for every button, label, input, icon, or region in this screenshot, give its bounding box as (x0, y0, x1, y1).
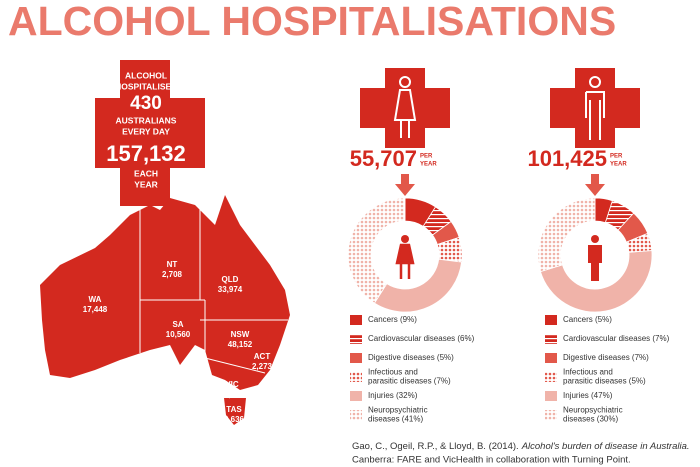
summary-text: YEAR (134, 179, 158, 189)
center-icon (401, 235, 409, 243)
center-icon (588, 245, 602, 281)
legend-swatch (350, 353, 362, 363)
group-unit: YEAR (420, 162, 437, 168)
state-value: 17,448 (83, 305, 108, 314)
legend-label: parasitic diseases (7%) (368, 377, 451, 386)
legend-swatch (350, 372, 362, 382)
state-value: 2,708 (162, 270, 183, 279)
group-total: 55,707 (350, 146, 417, 171)
state-value: 2,636 (224, 415, 245, 424)
cross (95, 60, 205, 206)
legend-swatch (545, 410, 557, 420)
legend-swatch (545, 372, 557, 382)
legend-swatch (545, 315, 557, 325)
donut-segment (347, 197, 406, 304)
legend-swatch (350, 315, 362, 325)
state-value: 48,152 (228, 340, 253, 349)
summary-text: EACH (134, 168, 158, 178)
legend-label: diseases (30%) (563, 415, 618, 424)
legend-label: Injuries (32%) (368, 391, 418, 400)
summary-text: ALCOHOL (125, 70, 167, 80)
state-name: VIC (225, 380, 239, 389)
state-name: TAS (226, 405, 242, 414)
legend-label: Cardiovascular diseases (7%) (563, 334, 670, 343)
citation: Canberra: FARE and VicHealth in collabor… (352, 455, 631, 466)
legend-swatch (545, 353, 557, 363)
legend-label: Digestive diseases (7%) (563, 353, 649, 362)
arrow (395, 174, 415, 196)
group-unit: PER (610, 154, 623, 160)
cross (550, 68, 640, 148)
legend-swatch (350, 391, 362, 401)
state-name: QLD (222, 275, 239, 284)
group-unit: YEAR (610, 162, 627, 168)
summary-text: HOSPITALISES (115, 81, 177, 91)
state-name: ACT (254, 352, 271, 361)
legend-label: Neuropsychiatric (563, 406, 623, 415)
center-icon (395, 243, 415, 279)
legend-swatch (350, 334, 362, 344)
legend-label: Injuries (47%) (563, 391, 613, 400)
legend-label: diseases (41%) (368, 415, 423, 424)
center-icon (591, 235, 599, 243)
legend-swatch (350, 410, 362, 420)
state-name: WA (89, 295, 102, 304)
female-icon (393, 89, 417, 138)
legend-swatch (545, 334, 557, 344)
state-value: 39,381 (220, 390, 245, 399)
citation-part: Gao, C., Ogeil, R.P., & Lloyd, B. (2014)… (352, 441, 519, 452)
summary-number: 157,132 (106, 141, 186, 166)
legend-label: Cardiovascular diseases (6%) (368, 334, 475, 343)
state-value: 10,560 (166, 330, 191, 339)
map (40, 195, 290, 425)
legend-label: Infectious and (368, 368, 418, 377)
state-name: NT (167, 260, 178, 269)
female-icon (399, 76, 411, 88)
state-name: SA (172, 320, 183, 329)
citation-part: Alcohol's burden of disease in Australia… (521, 441, 690, 452)
legend-label: parasitic diseases (5%) (563, 377, 646, 386)
donut-segment (539, 250, 653, 313)
summary-number: 430 (130, 93, 162, 114)
arrow (585, 174, 605, 196)
legend-label: Cancers (9%) (368, 315, 417, 324)
title: ALCOHOL HOSPITALISATIONS (8, 0, 616, 44)
group-unit: PER (420, 154, 433, 160)
male-icon (585, 91, 605, 140)
donut-segment (537, 197, 596, 273)
cross (360, 68, 450, 148)
citation: Gao, C., Ogeil, R.P., & Lloyd, B. (2014)… (352, 441, 690, 452)
summary-text: EVERY DAY (122, 126, 170, 136)
legend-swatch (545, 391, 557, 401)
donut-segment (373, 258, 462, 313)
legend-label: Infectious and (563, 368, 613, 377)
legend-label: Neuropsychiatric (368, 406, 428, 415)
state-name: NSW (231, 330, 250, 339)
group-total: 101,425 (527, 146, 607, 171)
legend-label: Digestive diseases (5%) (368, 353, 454, 362)
state-value: 2,273 (252, 362, 273, 371)
male-icon (589, 76, 601, 88)
legend-label: Cancers (5%) (563, 315, 612, 324)
state-value: 33,974 (218, 285, 243, 294)
summary-text: AUSTRALIANS (116, 115, 177, 125)
